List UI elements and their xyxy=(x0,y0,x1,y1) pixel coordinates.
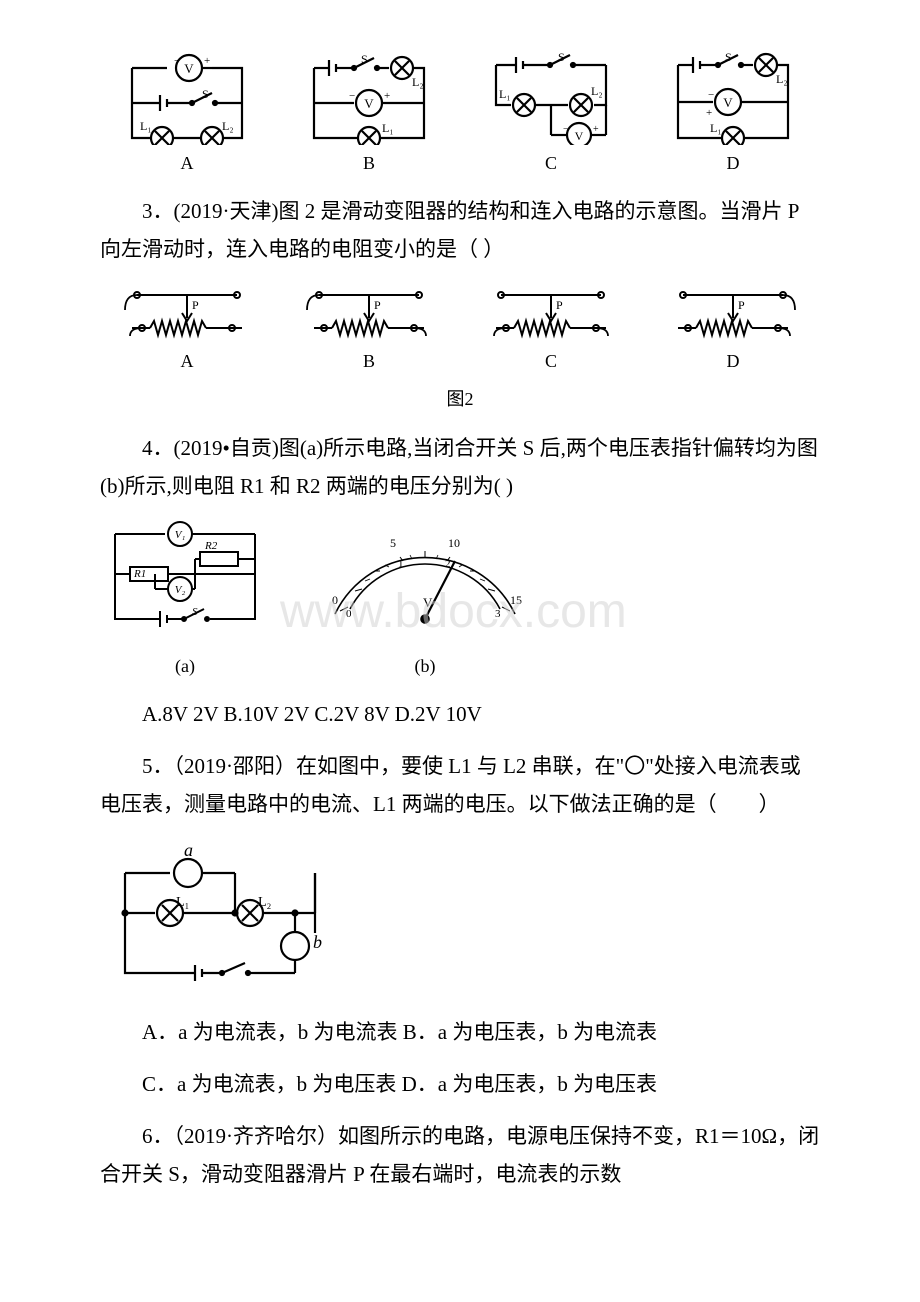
svg-text:1: 1 xyxy=(398,558,404,570)
svg-text:−: − xyxy=(349,90,355,102)
svg-text:P: P xyxy=(738,298,745,312)
svg-text:L₂: L₂ xyxy=(776,72,788,86)
svg-text:10: 10 xyxy=(448,536,460,550)
q4-meter-b-svg: 0 5 10 15 0 1 2 3 V xyxy=(310,519,540,639)
svg-text:S: S xyxy=(361,52,368,66)
svg-text:2: 2 xyxy=(445,558,451,570)
q2-circuit-d-svg: V − + S L₂ L₁ xyxy=(658,50,808,145)
svg-text:P: P xyxy=(374,298,381,312)
svg-text:S: S xyxy=(725,50,732,64)
svg-text:S: S xyxy=(558,50,565,64)
q2-circuit-a-svg: V − + S L₁ L₂ xyxy=(112,50,262,145)
svg-text:L₂: L₂ xyxy=(222,119,234,133)
q5-circuit-svg: a b L₁ L₂ xyxy=(100,838,340,988)
q3-option-a: P A xyxy=(100,283,274,377)
svg-text:L₂: L₂ xyxy=(591,84,603,98)
svg-text:3: 3 xyxy=(495,608,501,620)
svg-text:0: 0 xyxy=(346,608,352,620)
svg-text:L₁: L₁ xyxy=(140,119,152,133)
q2-option-b: V − + S L₂ L₁ B xyxy=(282,50,456,179)
q4-answers: A.8V 2V B.10V 2V C.2V 8V D.2V 10V xyxy=(100,696,820,734)
q4-figure-row: V₁ V₂ R1 R2 S (a) xyxy=(100,519,820,682)
svg-text:R1: R1 xyxy=(133,568,146,580)
q2-circuit-c-svg: V S L₁ L₂ − + xyxy=(476,50,626,145)
q5-options-ab: A．a 为电流表，b 为电流表 B．a 为电压表，b 为电流表 xyxy=(100,1014,820,1052)
q2-option-c: V S L₁ L₂ − + C xyxy=(464,50,638,179)
svg-text:b: b xyxy=(313,932,322,952)
svg-text:−: − xyxy=(563,124,569,135)
q3-label-d: D xyxy=(646,345,820,377)
svg-text:−: − xyxy=(174,55,180,67)
q4-sub-a: (a) xyxy=(100,650,270,682)
svg-text:S: S xyxy=(202,87,209,101)
svg-text:V: V xyxy=(184,61,194,76)
svg-text:V: V xyxy=(575,129,584,143)
q3-label-a: A xyxy=(100,345,274,377)
q2-option-d: V − + S L₂ L₁ D xyxy=(646,50,820,179)
q3-option-b: P B xyxy=(282,283,456,377)
svg-text:V₁: V₁ xyxy=(175,529,186,541)
svg-text:P: P xyxy=(192,298,199,312)
svg-text:L₁: L₁ xyxy=(382,121,394,135)
svg-text:15: 15 xyxy=(510,593,522,607)
q5-options-cd: C．a 为电流表，b 为电压表 D．a 为电压表，b 为电压表 xyxy=(100,1066,820,1104)
svg-text:5: 5 xyxy=(390,536,396,550)
q4-fig-a: V₁ V₂ R1 R2 S (a) xyxy=(100,519,270,682)
q3-rheostat-a: P xyxy=(112,283,262,343)
svg-text:P: P xyxy=(556,298,563,312)
q6-text: 6．（2019·齐齐哈尔）如图所示的电路，电源电压保持不变，R1＝10Ω，闭合开… xyxy=(100,1118,820,1194)
q4-fig-b: 0 5 10 15 0 1 2 3 V (b) xyxy=(310,519,540,682)
svg-text:L₂: L₂ xyxy=(412,75,424,89)
svg-text:+: + xyxy=(384,90,390,102)
svg-text:0: 0 xyxy=(332,593,338,607)
q3-label-c: C xyxy=(464,345,638,377)
q3-label-b: B xyxy=(282,345,456,377)
q3-caption: 图2 xyxy=(100,383,820,415)
svg-text:V₂: V₂ xyxy=(175,584,186,596)
q2-label-b: B xyxy=(282,147,456,179)
svg-text:L₁: L₁ xyxy=(710,121,722,135)
q2-label-c: C xyxy=(464,147,638,179)
svg-text:a: a xyxy=(184,840,193,860)
svg-text:L₂: L₂ xyxy=(258,895,272,910)
q2-label-a: A xyxy=(100,147,274,179)
q4-text: 4．(2019•自贡)图(a)所示电路,当闭合开关 S 后,两个电压表指针偏转均… xyxy=(100,430,820,506)
svg-text:V: V xyxy=(423,595,433,610)
svg-text:R2: R2 xyxy=(204,540,218,552)
q2-label-d: D xyxy=(646,147,820,179)
q4-sub-b: (b) xyxy=(310,650,540,682)
q3-text: 3．(2019·天津)图 2 是滑动变阻器的结构和连入电路的示意图。当滑片 P … xyxy=(100,193,820,269)
q4-circuit-a-svg: V₁ V₂ R1 R2 S xyxy=(100,519,270,639)
svg-text:V: V xyxy=(364,96,374,111)
q5-text: 5．（2019·邵阳）在如图中，要使 L1 与 L2 串联，在"〇"处接入电流表… xyxy=(100,748,820,824)
q3-rheostat-c: P xyxy=(476,283,626,343)
svg-text:L₁: L₁ xyxy=(499,87,511,101)
q3-option-c: P C xyxy=(464,283,638,377)
svg-text:L₁: L₁ xyxy=(176,895,189,910)
q2-option-a: V − + S L₁ L₂ A xyxy=(100,50,274,179)
svg-text:+: + xyxy=(204,55,210,67)
q3-options-row: P A P B xyxy=(100,283,820,377)
q2-options-row: V − + S L₁ L₂ A xyxy=(100,50,820,179)
svg-text:+: + xyxy=(593,124,599,135)
svg-text:−: − xyxy=(708,89,714,101)
q5-figure: a b L₁ L₂ xyxy=(100,838,820,1001)
q3-rheostat-d: P xyxy=(658,283,808,343)
q3-option-d: P D xyxy=(646,283,820,377)
q2-circuit-b-svg: V − + S L₂ L₁ xyxy=(294,50,444,145)
svg-text:V: V xyxy=(723,95,733,110)
svg-text:+: + xyxy=(706,107,712,119)
svg-text:S: S xyxy=(192,606,198,618)
q3-rheostat-b: P xyxy=(294,283,444,343)
